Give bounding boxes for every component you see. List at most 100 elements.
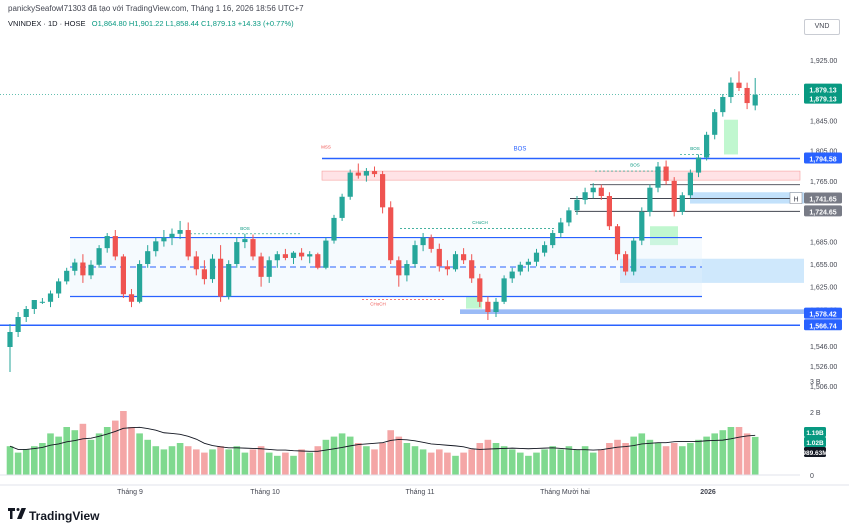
candle-body bbox=[323, 240, 329, 268]
volume-bar bbox=[646, 439, 654, 475]
candle-body bbox=[558, 222, 564, 234]
volume-bar bbox=[427, 452, 435, 475]
price-label-tag bbox=[804, 83, 842, 95]
candle-body bbox=[185, 230, 191, 257]
volume-bar bbox=[371, 449, 378, 475]
volume-label-tag bbox=[804, 437, 826, 447]
volume-bar bbox=[589, 452, 597, 475]
volume-bar bbox=[751, 436, 759, 475]
volume-bar bbox=[500, 446, 508, 475]
volume-bar bbox=[184, 446, 192, 475]
candle-body bbox=[461, 254, 467, 261]
candle-body bbox=[290, 252, 297, 258]
candle-body bbox=[744, 87, 750, 104]
price-tick-label: 1,655.00 bbox=[810, 262, 837, 269]
volume-tick-label: 3 B bbox=[810, 379, 821, 386]
candle-body bbox=[315, 254, 321, 268]
volume-bar bbox=[492, 443, 500, 475]
volume-bar bbox=[622, 443, 629, 475]
volume-bar bbox=[314, 446, 322, 475]
candle-body bbox=[679, 195, 685, 212]
candle-body bbox=[88, 264, 94, 276]
candle-body bbox=[282, 254, 288, 258]
candle-body bbox=[606, 196, 612, 227]
volume-bar bbox=[654, 443, 662, 475]
volume-bar bbox=[282, 452, 289, 475]
candle-body bbox=[420, 237, 426, 246]
volume-bar bbox=[525, 455, 532, 475]
volume-bar bbox=[541, 449, 548, 475]
price-label-tag bbox=[804, 152, 842, 164]
candle-body bbox=[363, 171, 369, 176]
candle-body bbox=[428, 237, 434, 249]
price-label-tag bbox=[804, 192, 842, 204]
volume-bar bbox=[484, 439, 492, 475]
volume-bar bbox=[193, 449, 200, 475]
volume-bar bbox=[257, 446, 265, 475]
fvg-zone bbox=[724, 119, 738, 155]
price-label-text: 1,741.65 bbox=[809, 197, 836, 204]
candle-body bbox=[226, 264, 232, 297]
price-label-tag bbox=[804, 92, 842, 104]
volume-bar bbox=[735, 427, 743, 475]
volume-bar bbox=[249, 449, 257, 475]
candle-body bbox=[663, 166, 669, 181]
candle-body bbox=[250, 239, 256, 257]
volume-bar bbox=[55, 436, 62, 475]
candle-body bbox=[209, 258, 216, 280]
volume-label-text: 989.63M bbox=[802, 450, 827, 457]
volume-bar bbox=[719, 430, 727, 475]
annotation-label: BOS bbox=[630, 163, 640, 168]
tradingview-logo[interactable]: TradingView bbox=[8, 508, 99, 523]
candle-body bbox=[104, 236, 110, 249]
candle-body bbox=[120, 256, 126, 295]
volume-bar bbox=[225, 449, 232, 475]
price-tick-label: 1,765.00 bbox=[810, 179, 837, 186]
volume-bar bbox=[144, 439, 151, 475]
candle-body bbox=[623, 254, 629, 272]
volume-bar bbox=[711, 433, 718, 475]
candle-body bbox=[574, 199, 580, 211]
volume-bar bbox=[201, 452, 208, 475]
candle-body bbox=[15, 317, 21, 332]
candle-body bbox=[687, 172, 693, 196]
volume-bar bbox=[160, 449, 168, 475]
candle-body bbox=[72, 262, 78, 271]
annotation-label: CHoCH bbox=[472, 220, 488, 225]
volume-bar bbox=[241, 452, 249, 475]
volume-bar bbox=[31, 446, 38, 475]
fvg-zone bbox=[650, 226, 678, 246]
volume-bar bbox=[322, 439, 330, 475]
candle-body bbox=[266, 260, 272, 277]
volume-bar bbox=[338, 433, 346, 475]
volume-bar bbox=[39, 443, 46, 475]
price-label-text: 1,879.13 bbox=[809, 88, 836, 95]
candle-body bbox=[404, 264, 410, 276]
candle-body bbox=[469, 260, 475, 279]
annotation-label: BOS bbox=[690, 146, 700, 151]
annotation-label: CHoCH bbox=[370, 302, 386, 307]
candle-body bbox=[582, 192, 588, 200]
candle-body bbox=[736, 82, 742, 88]
demand-zone bbox=[690, 192, 804, 204]
annotation-label: BOS bbox=[240, 226, 250, 231]
candle-body bbox=[23, 309, 29, 317]
candle-body bbox=[39, 301, 45, 303]
volume-bar bbox=[265, 452, 273, 475]
volume-bar bbox=[152, 446, 160, 475]
candle-body bbox=[444, 266, 450, 270]
volume-bar bbox=[47, 433, 54, 475]
tradingview-logo-icon bbox=[8, 508, 26, 519]
currency-selector[interactable]: VND bbox=[804, 19, 840, 35]
volume-bar bbox=[630, 436, 637, 475]
volume-bar bbox=[508, 449, 516, 475]
volume-bar bbox=[679, 446, 686, 475]
volume-bar bbox=[557, 449, 565, 475]
volume-tick-label: 2 B bbox=[810, 410, 821, 417]
candle-body bbox=[533, 252, 540, 262]
candle-body bbox=[598, 187, 604, 197]
volume-bar bbox=[743, 433, 751, 475]
candle-body bbox=[728, 82, 734, 98]
candle-body bbox=[704, 134, 710, 158]
